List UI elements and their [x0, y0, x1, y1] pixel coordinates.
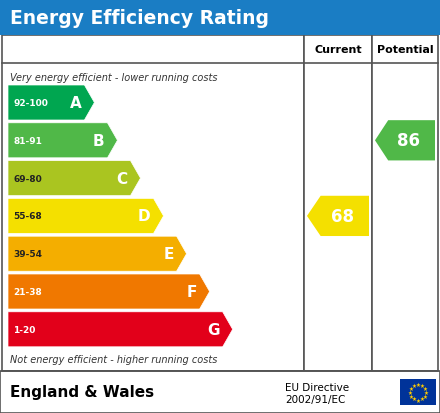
Polygon shape: [8, 123, 117, 159]
Text: 86: 86: [397, 132, 421, 150]
Polygon shape: [8, 161, 140, 196]
Text: ★: ★: [420, 396, 425, 401]
Text: ★: ★: [415, 398, 421, 403]
Bar: [304, 36, 372, 371]
Text: ★: ★: [409, 386, 414, 391]
Bar: [0, 371, 440, 413]
Text: EU Directive: EU Directive: [285, 382, 349, 392]
Text: F: F: [186, 284, 197, 299]
Text: Potential: Potential: [377, 45, 433, 55]
Bar: [400, 379, 436, 405]
Polygon shape: [8, 312, 233, 347]
Polygon shape: [8, 274, 209, 309]
Text: 2002/91/EC: 2002/91/EC: [285, 394, 345, 404]
Text: 1-20: 1-20: [13, 325, 35, 334]
Text: ★: ★: [422, 394, 427, 399]
Text: C: C: [116, 171, 128, 186]
Bar: [0, 0, 440, 36]
Text: ★: ★: [409, 394, 414, 399]
Text: 21-38: 21-38: [13, 287, 42, 296]
Text: ★: ★: [415, 382, 421, 387]
Text: Very energy efficient - lower running costs: Very energy efficient - lower running co…: [10, 73, 217, 83]
Bar: [2, 36, 304, 371]
Text: ★: ★: [411, 383, 416, 388]
Text: Current: Current: [314, 45, 362, 55]
Text: 81-91: 81-91: [13, 136, 42, 145]
Text: 69-80: 69-80: [13, 174, 42, 183]
Text: Energy Efficiency Rating: Energy Efficiency Rating: [10, 9, 269, 27]
Text: 39-54: 39-54: [13, 249, 42, 259]
Text: 92-100: 92-100: [13, 99, 48, 108]
Polygon shape: [8, 199, 164, 234]
Text: B: B: [93, 133, 104, 148]
Text: G: G: [207, 322, 220, 337]
Text: ★: ★: [422, 386, 427, 391]
Text: 55-68: 55-68: [13, 212, 42, 221]
Text: ★: ★: [424, 389, 429, 394]
Text: England & Wales: England & Wales: [10, 385, 154, 399]
Text: ★: ★: [411, 396, 416, 401]
Polygon shape: [8, 86, 95, 121]
Polygon shape: [8, 237, 187, 271]
Polygon shape: [307, 196, 369, 237]
Bar: [372, 36, 438, 371]
Text: E: E: [163, 247, 173, 261]
Text: A: A: [70, 96, 81, 111]
Polygon shape: [375, 121, 435, 161]
Text: 68: 68: [330, 207, 354, 225]
Text: ★: ★: [420, 383, 425, 388]
Text: ★: ★: [407, 389, 412, 394]
Text: D: D: [138, 209, 150, 224]
Text: Not energy efficient - higher running costs: Not energy efficient - higher running co…: [10, 354, 217, 364]
